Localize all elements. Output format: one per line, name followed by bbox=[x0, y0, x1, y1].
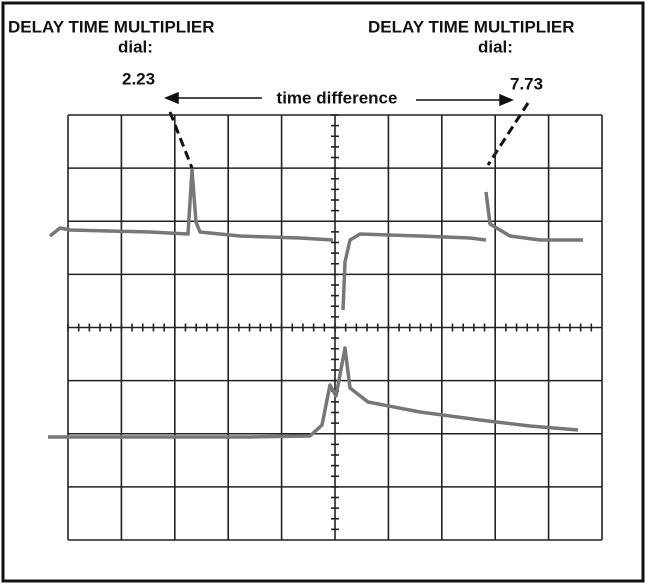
left-reading: 2.23 bbox=[122, 69, 155, 88]
right-sub: dial: bbox=[478, 37, 513, 56]
right-title: DELAY TIME MULTIPLIER bbox=[368, 17, 575, 36]
left-sub: dial: bbox=[118, 37, 153, 56]
figure: DELAY TIME MULTIPLIER dial: DELAY TIME M… bbox=[0, 0, 647, 585]
left-title: DELAY TIME MULTIPLIER bbox=[8, 17, 215, 36]
span-label: time difference bbox=[277, 88, 398, 107]
right-reading: 7.73 bbox=[510, 74, 543, 93]
